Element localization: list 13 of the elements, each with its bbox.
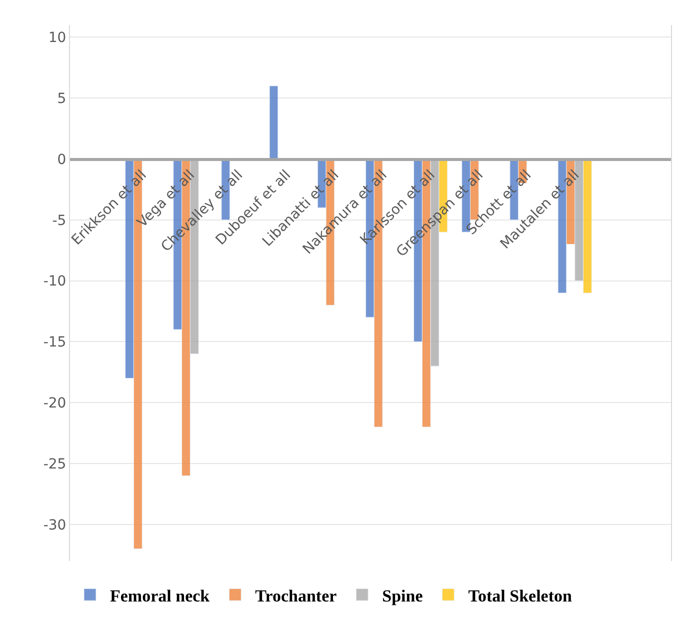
legend-label: Trochanter bbox=[255, 586, 338, 606]
y-tick-label: -20 bbox=[43, 396, 66, 412]
y-tick-label: -30 bbox=[43, 517, 66, 534]
y-tick-label: -25 bbox=[43, 456, 66, 472]
y-tick-label: -5 bbox=[52, 212, 66, 229]
legend-label: Total Skeleton bbox=[468, 586, 573, 606]
legend-label: Femoral neck bbox=[110, 586, 210, 606]
y-tick-label: 10 bbox=[48, 30, 66, 46]
y-tick-label: -10 bbox=[43, 274, 66, 290]
legend-label: Spine bbox=[382, 586, 424, 606]
y-tick-label: 0 bbox=[57, 152, 66, 168]
y-tick-label: 5 bbox=[57, 90, 66, 107]
y-tick-label: -15 bbox=[43, 334, 66, 351]
